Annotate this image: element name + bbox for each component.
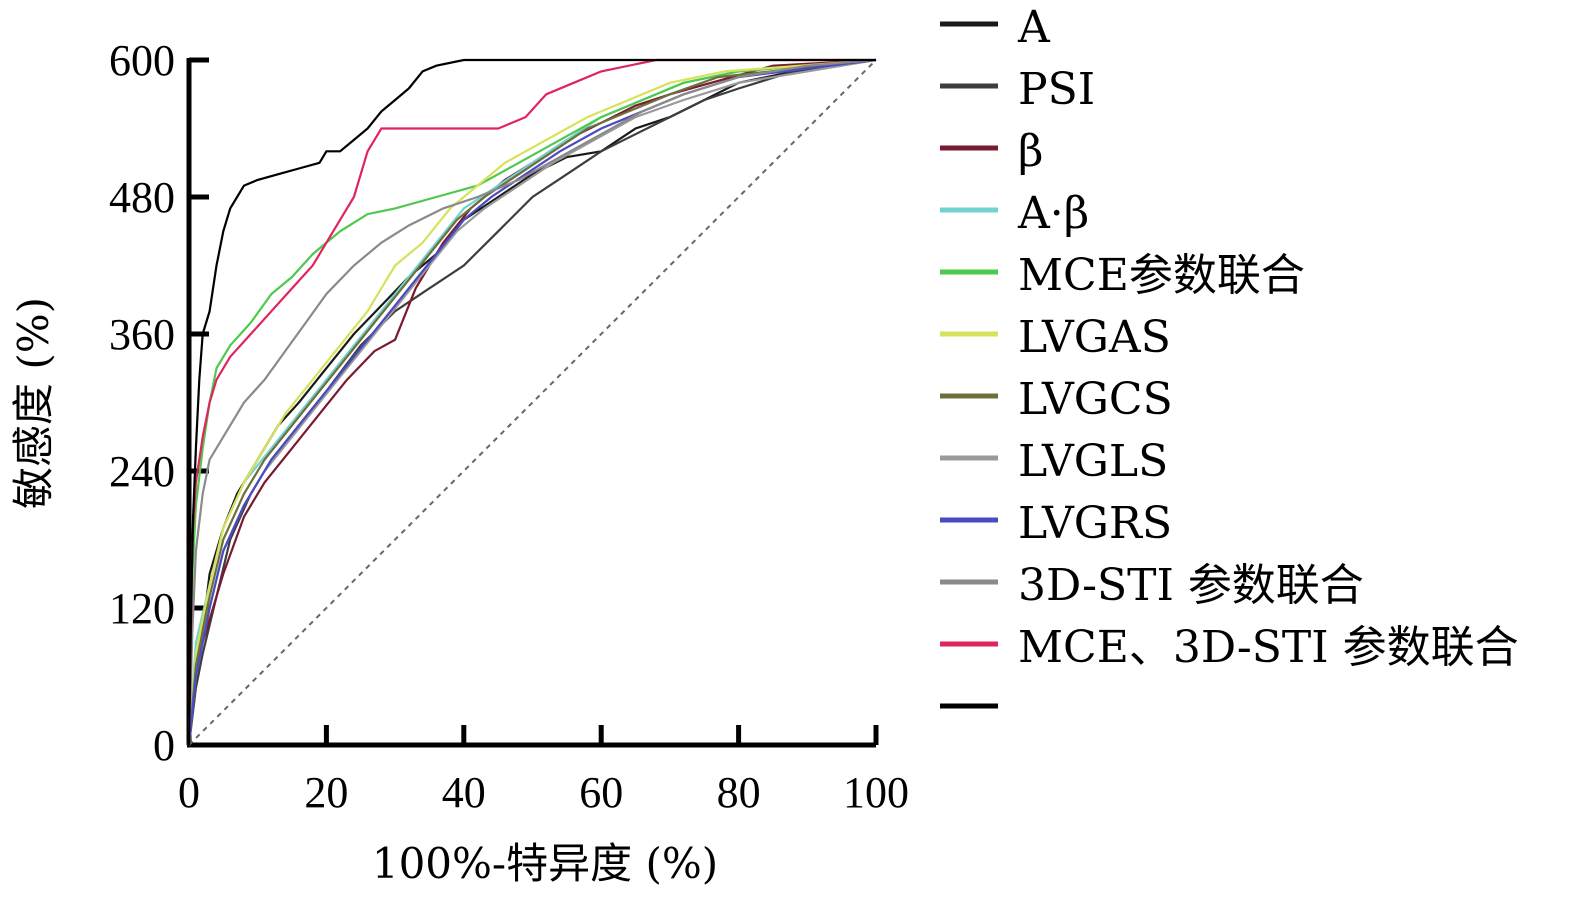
axes	[186, 57, 879, 748]
legend-label-10: MCE、3D-STI 参数联合	[1018, 622, 1519, 673]
y-tick-label: 600	[109, 36, 175, 85]
y-tick-label: 240	[109, 447, 175, 496]
legend-label-1: PSI	[1018, 64, 1095, 115]
series-lines	[187, 58, 877, 746]
series-line-10	[187, 58, 876, 746]
reference-diagonal	[188, 59, 877, 746]
series-line-2	[187, 58, 877, 746]
y-tick-label: 120	[109, 584, 175, 633]
legend-label-6: LVGCS	[1018, 374, 1173, 425]
x-tick-label: 60	[579, 768, 623, 817]
legend-label-0: A	[1017, 2, 1051, 53]
legend-label-2: β	[1018, 126, 1043, 177]
x-tick-label: 40	[442, 768, 486, 817]
series-line-8	[187, 58, 877, 746]
series-line-6	[187, 58, 877, 746]
x-tick-label: 80	[717, 768, 761, 817]
y-axis-title: 敏感度 (%)	[9, 297, 58, 509]
series-line-11	[187, 58, 876, 746]
series-line-1	[187, 58, 877, 746]
y-tick-label: 480	[109, 173, 175, 222]
x-tick-label: 20	[304, 768, 348, 817]
y-tick-label: 0	[153, 721, 175, 770]
legend-label-9: 3D-STI 参数联合	[1018, 560, 1364, 611]
series-line-9	[187, 58, 877, 746]
x-axis-title: 100%-特异度 (%)	[372, 839, 718, 888]
x-tick-label: 100	[843, 768, 909, 817]
legend-label-4: MCE参数联合	[1018, 250, 1305, 301]
legend-label-5: LVGAS	[1018, 312, 1171, 363]
legend: A PSI β A·β MCE参数联合 LVGAS LVGCS LVGLS LVGRS 3D-ST…	[940, 2, 1519, 709]
series-line-5	[187, 58, 877, 746]
legend-label-3: A·β	[1017, 188, 1089, 239]
y-tick-label: 360	[109, 310, 175, 359]
legend-label-8: LVGRS	[1018, 498, 1172, 549]
legend-label-7: LVGLS	[1018, 436, 1168, 487]
x-tick-label: 0	[178, 768, 200, 817]
tick-labels: 0 120 240 360 480 600 0 20 40 60 80 100	[109, 36, 909, 817]
